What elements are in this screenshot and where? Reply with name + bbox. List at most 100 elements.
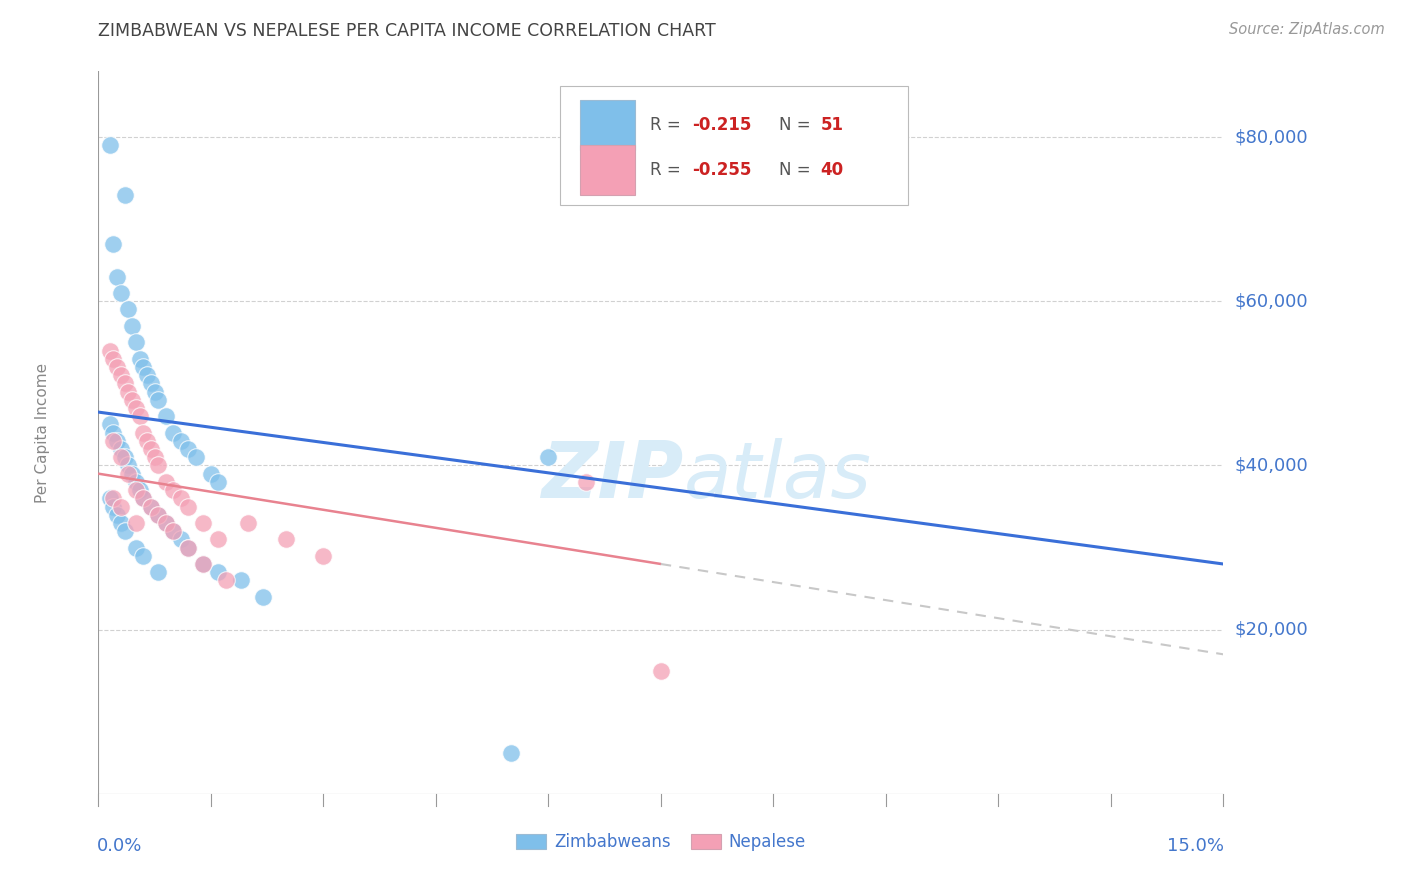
- Point: [148, 392, 170, 407]
- Point: [125, 475, 148, 489]
- Point: [139, 500, 162, 514]
- Point: [105, 434, 128, 448]
- Point: [103, 425, 125, 440]
- Point: [125, 541, 148, 555]
- Point: [121, 318, 143, 333]
- Point: [184, 450, 207, 465]
- Point: [121, 467, 143, 481]
- Point: [110, 450, 132, 465]
- Point: [155, 516, 177, 530]
- Text: -0.255: -0.255: [692, 161, 752, 179]
- Point: [103, 434, 125, 448]
- Point: [200, 467, 222, 481]
- Point: [114, 187, 136, 202]
- Point: [229, 574, 252, 588]
- Point: [117, 302, 139, 317]
- Text: atlas: atlas: [683, 438, 872, 514]
- FancyBboxPatch shape: [579, 100, 636, 150]
- Point: [98, 343, 121, 358]
- Point: [103, 351, 125, 366]
- Text: ZIP: ZIP: [541, 438, 683, 514]
- Text: 51: 51: [821, 116, 844, 135]
- Point: [114, 376, 136, 391]
- Point: [98, 417, 121, 432]
- Point: [128, 483, 150, 497]
- Point: [177, 541, 200, 555]
- Point: [170, 491, 193, 506]
- Point: [162, 425, 184, 440]
- Point: [105, 359, 128, 374]
- Point: [121, 392, 143, 407]
- Point: [125, 401, 148, 415]
- Point: [177, 442, 200, 456]
- Point: [252, 590, 274, 604]
- Point: [114, 450, 136, 465]
- Point: [103, 491, 125, 506]
- Point: [143, 384, 166, 399]
- Text: Source: ZipAtlas.com: Source: ZipAtlas.com: [1229, 22, 1385, 37]
- Text: 40: 40: [821, 161, 844, 179]
- Point: [170, 434, 193, 448]
- Point: [148, 458, 170, 473]
- Point: [117, 384, 139, 399]
- Point: [98, 138, 121, 153]
- Text: $20,000: $20,000: [1234, 621, 1308, 639]
- Point: [139, 500, 162, 514]
- Point: [155, 516, 177, 530]
- Text: 15.0%: 15.0%: [1167, 838, 1225, 855]
- Point: [103, 500, 125, 514]
- Point: [103, 236, 125, 251]
- Point: [132, 491, 155, 506]
- Point: [110, 286, 132, 301]
- Point: [193, 557, 215, 571]
- Point: [148, 508, 170, 522]
- Point: [105, 269, 128, 284]
- Point: [207, 565, 229, 579]
- Point: [207, 533, 229, 547]
- Point: [136, 434, 159, 448]
- Point: [125, 335, 148, 350]
- FancyBboxPatch shape: [579, 145, 636, 195]
- Point: [139, 442, 162, 456]
- Text: N =: N =: [779, 116, 815, 135]
- Point: [132, 425, 155, 440]
- Point: [207, 475, 229, 489]
- Point: [110, 516, 132, 530]
- Point: [177, 500, 200, 514]
- Point: [177, 541, 200, 555]
- Point: [193, 557, 215, 571]
- Text: Per Capita Income: Per Capita Income: [35, 362, 49, 503]
- Point: [125, 516, 148, 530]
- Point: [110, 368, 132, 383]
- Point: [162, 524, 184, 538]
- Point: [575, 475, 598, 489]
- Text: R =: R =: [650, 116, 686, 135]
- Point: [136, 368, 159, 383]
- Text: ZIMBABWEAN VS NEPALESE PER CAPITA INCOME CORRELATION CHART: ZIMBABWEAN VS NEPALESE PER CAPITA INCOME…: [98, 22, 716, 40]
- Point: [499, 746, 522, 760]
- Point: [110, 500, 132, 514]
- Point: [274, 533, 297, 547]
- Point: [215, 574, 238, 588]
- Point: [162, 483, 184, 497]
- Point: [98, 491, 121, 506]
- Point: [155, 409, 177, 424]
- Point: [148, 565, 170, 579]
- Text: $80,000: $80,000: [1234, 128, 1308, 146]
- Point: [117, 467, 139, 481]
- Point: [128, 351, 150, 366]
- Text: -0.215: -0.215: [692, 116, 752, 135]
- Point: [117, 458, 139, 473]
- Point: [537, 450, 560, 465]
- Point: [650, 664, 672, 678]
- Legend: Zimbabweans, Nepalese: Zimbabweans, Nepalese: [509, 827, 813, 858]
- Point: [139, 376, 162, 391]
- Point: [193, 516, 215, 530]
- FancyBboxPatch shape: [560, 86, 908, 205]
- Point: [162, 524, 184, 538]
- Point: [105, 508, 128, 522]
- Point: [170, 533, 193, 547]
- Point: [148, 508, 170, 522]
- Point: [132, 359, 155, 374]
- Text: R =: R =: [650, 161, 686, 179]
